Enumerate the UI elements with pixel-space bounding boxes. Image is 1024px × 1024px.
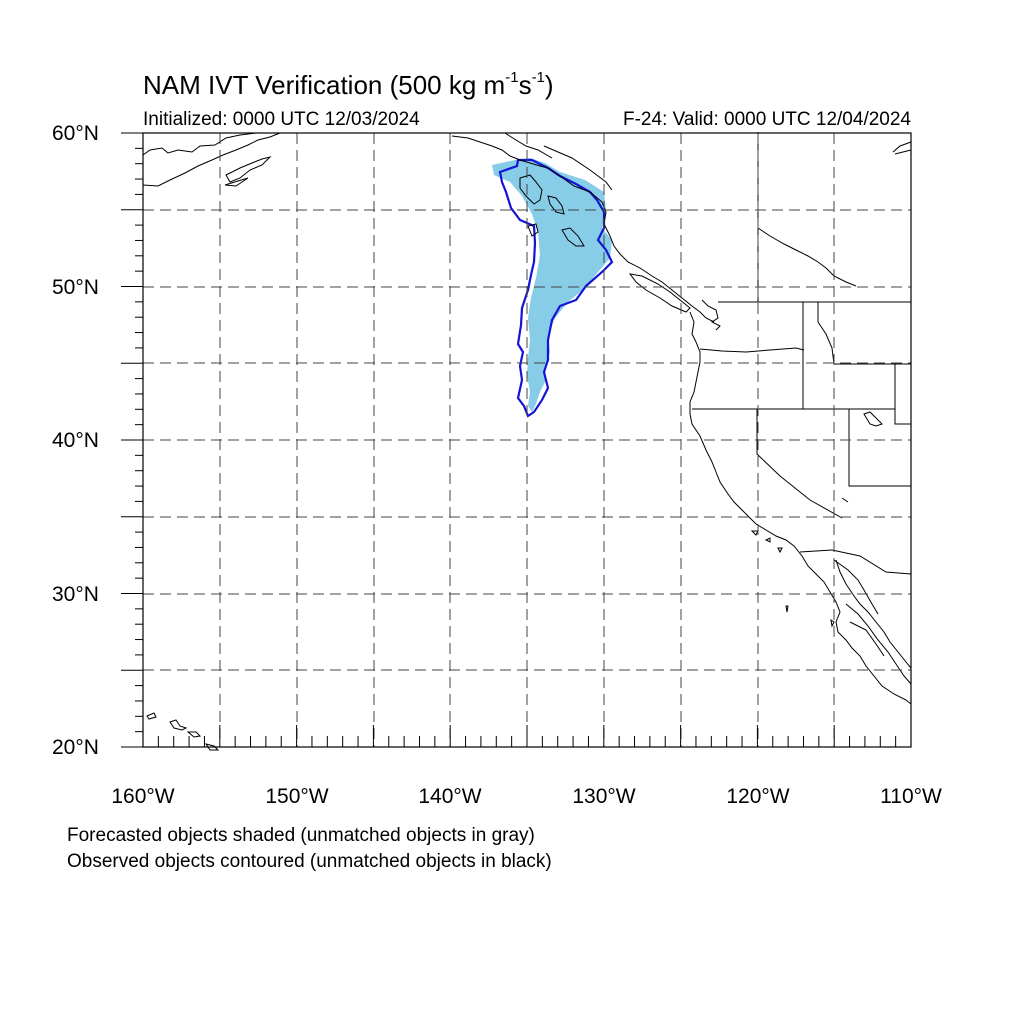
lat-label-30n: 30°N	[52, 583, 99, 606]
gridlines	[143, 133, 911, 747]
lon-label-130w: 130°W	[572, 785, 636, 808]
caption-forecast: Forecasted objects shaded (unmatched obj…	[67, 825, 535, 846]
caption-observed: Observed objects contoured (unmatched ob…	[67, 851, 552, 872]
lat-label-50n: 50°N	[52, 276, 99, 299]
lat-label-60n: 60°N	[52, 122, 99, 145]
lat-label-40n: 40°N	[52, 429, 99, 452]
lon-label-160w: 160°W	[111, 785, 175, 808]
political-boundaries	[692, 132, 912, 575]
axis-ticks	[121, 132, 912, 748]
lat-label-20n: 20°N	[52, 736, 99, 759]
figure-title: NAM IVT Verification (500 kg m-1s-1)	[143, 69, 554, 100]
lon-label-110w: 110°W	[880, 785, 942, 808]
initialized-time: Initialized: 0000 UTC 12/03/2024	[143, 109, 420, 130]
valid-time: F-24: Valid: 0000 UTC 12/04/2024	[623, 109, 911, 130]
lon-label-120w: 120°W	[726, 785, 790, 808]
lon-label-140w: 140°W	[418, 785, 482, 808]
forecast-object-shaded	[492, 158, 612, 412]
coastlines	[142, 132, 912, 751]
lon-label-150w: 150°W	[265, 785, 329, 808]
